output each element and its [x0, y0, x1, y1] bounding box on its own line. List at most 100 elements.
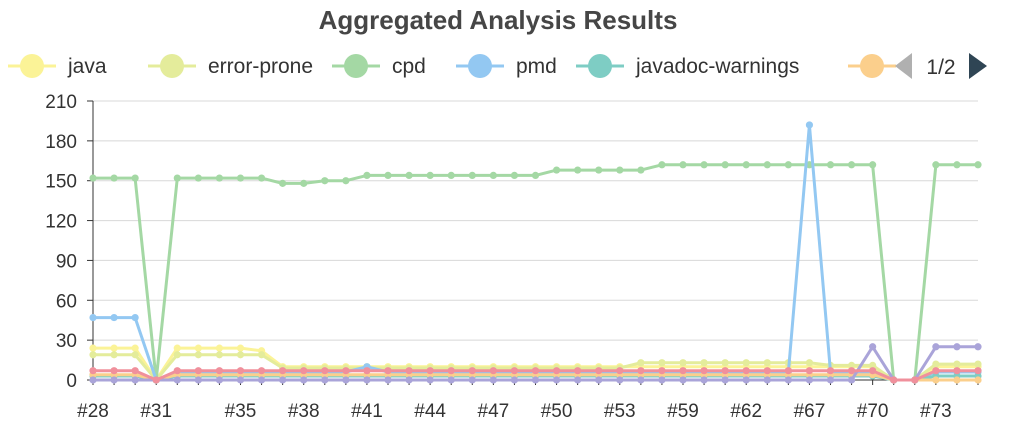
data-point[interactable] [468, 376, 476, 384]
data-point[interactable] [932, 376, 940, 384]
data-point[interactable] [89, 351, 97, 359]
data-point[interactable] [510, 376, 519, 384]
data-point[interactable] [574, 166, 582, 174]
data-point[interactable] [953, 367, 961, 375]
data-point[interactable] [700, 161, 708, 169]
data-point[interactable] [721, 367, 729, 375]
data-point[interactable] [911, 376, 919, 384]
data-point[interactable] [215, 376, 224, 384]
data-point[interactable] [531, 171, 540, 179]
triangle-left-icon[interactable] [895, 53, 912, 79]
data-point[interactable] [194, 344, 202, 352]
data-point[interactable] [805, 359, 814, 367]
data-point[interactable] [110, 351, 118, 359]
data-point[interactable] [595, 166, 603, 174]
data-point[interactable] [932, 161, 940, 169]
data-point[interactable] [700, 359, 708, 367]
data-point[interactable] [658, 161, 666, 169]
data-point[interactable] [932, 343, 940, 351]
data-point[interactable] [363, 367, 371, 375]
data-point[interactable] [110, 174, 118, 182]
data-point[interactable] [131, 174, 139, 182]
data-point[interactable] [679, 376, 687, 384]
data-point[interactable] [131, 313, 139, 322]
data-point[interactable] [721, 359, 729, 367]
data-point[interactable] [194, 376, 202, 384]
data-point[interactable] [637, 359, 645, 367]
data-point[interactable] [489, 376, 497, 384]
data-point[interactable] [679, 359, 687, 367]
data-point[interactable] [679, 161, 687, 169]
data-point[interactable] [279, 179, 287, 187]
data-point[interactable] [763, 367, 771, 375]
data-point[interactable] [953, 376, 961, 384]
data-point[interactable] [890, 376, 898, 384]
data-point[interactable] [257, 174, 266, 182]
data-point[interactable] [257, 367, 266, 375]
data-point[interactable] [194, 351, 202, 359]
data-point[interactable] [236, 344, 245, 352]
data-point[interactable] [236, 351, 245, 359]
data-point[interactable] [173, 367, 181, 375]
data-point[interactable] [742, 359, 750, 367]
data-point[interactable] [679, 367, 687, 375]
data-point[interactable] [363, 171, 371, 179]
data-point[interactable] [974, 343, 982, 351]
data-point[interactable] [805, 367, 814, 375]
data-point[interactable] [257, 376, 266, 384]
data-point[interactable] [953, 343, 961, 351]
data-point[interactable] [869, 367, 877, 375]
data-point[interactable] [321, 177, 329, 185]
data-point[interactable] [131, 376, 139, 384]
data-point[interactable] [869, 361, 877, 369]
data-point[interactable] [932, 367, 940, 375]
data-point[interactable] [342, 367, 350, 375]
data-point[interactable] [110, 376, 118, 384]
data-point[interactable] [974, 367, 982, 375]
data-point[interactable] [784, 367, 792, 375]
data-point[interactable] [637, 367, 645, 375]
data-point[interactable] [215, 351, 224, 359]
data-point[interactable] [742, 376, 750, 384]
data-point[interactable] [89, 313, 97, 322]
data-point[interactable] [742, 367, 750, 375]
data-point[interactable] [805, 121, 814, 129]
data-point[interactable] [953, 161, 961, 169]
data-point[interactable] [510, 171, 519, 179]
data-point[interactable] [953, 360, 961, 368]
data-point[interactable] [152, 376, 160, 384]
data-point[interactable] [574, 376, 582, 384]
data-point[interactable] [89, 174, 97, 182]
data-point[interactable] [89, 344, 97, 352]
data-point[interactable] [616, 166, 624, 174]
data-point[interactable] [321, 376, 329, 384]
data-point[interactable] [616, 376, 624, 384]
data-point[interactable] [405, 376, 413, 384]
data-point[interactable] [89, 376, 97, 384]
data-point[interactable] [826, 376, 835, 384]
data-point[interactable] [763, 359, 771, 367]
data-point[interactable] [300, 179, 308, 187]
data-point[interactable] [342, 177, 350, 185]
legend-item[interactable]: pmd [456, 54, 557, 78]
data-point[interactable] [447, 171, 455, 179]
data-point[interactable] [595, 367, 603, 375]
data-point[interactable] [552, 166, 561, 174]
data-point[interactable] [974, 360, 982, 368]
data-point[interactable] [784, 161, 792, 169]
data-point[interactable] [173, 351, 181, 359]
data-point[interactable] [847, 367, 856, 375]
data-point[interactable] [384, 376, 392, 384]
data-point[interactable] [426, 171, 434, 179]
data-point[interactable] [489, 171, 497, 179]
data-point[interactable] [110, 367, 118, 375]
data-point[interactable] [405, 171, 413, 179]
data-point[interactable] [974, 376, 982, 384]
data-point[interactable] [805, 376, 814, 384]
data-point[interactable] [742, 161, 750, 169]
data-point[interactable] [173, 174, 181, 182]
data-point[interactable] [194, 367, 202, 375]
data-point[interactable] [869, 343, 877, 351]
data-point[interactable] [531, 376, 540, 384]
data-point[interactable] [847, 161, 856, 169]
